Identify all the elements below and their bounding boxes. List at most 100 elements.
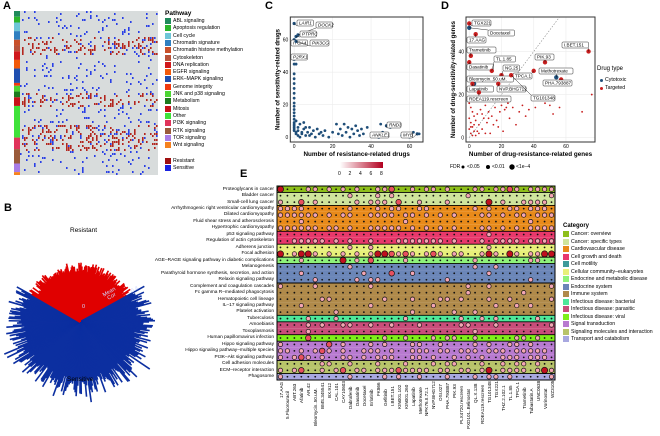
heatmap-cell (90, 53, 92, 55)
nonsig-dot (369, 188, 372, 191)
data-point (498, 110, 501, 113)
nonsig-dot (515, 233, 518, 236)
heatmap-cell (106, 165, 108, 167)
enrichment-dot (326, 225, 332, 231)
drug-column-label: Bleomycin..50.uM. (313, 388, 319, 427)
data-point (323, 129, 327, 133)
data-point (473, 123, 475, 126)
heatmap-cell (100, 109, 102, 111)
data-point (308, 125, 311, 129)
data-point (489, 132, 492, 135)
plot-border (276, 185, 556, 381)
heatmap-cell (148, 157, 150, 159)
enrichment-dot (403, 212, 409, 218)
nonsig-dot (439, 324, 442, 326)
heatmap-cell (146, 75, 148, 77)
nonsig-dot (404, 188, 407, 191)
nonsig-dot (328, 356, 331, 359)
nonsig-dot (356, 304, 358, 307)
nonsig-dot (446, 259, 449, 262)
heatmap-cell (90, 41, 92, 43)
data-point (552, 113, 554, 115)
heatmap-cell (148, 49, 150, 51)
enrichment-dot (535, 238, 541, 244)
nonsig-dot (390, 298, 393, 301)
pathway-row-label: Bladder cancer (241, 193, 274, 199)
label-box (315, 21, 333, 29)
nonsig-dot (501, 259, 504, 262)
enrichment-dot (284, 206, 290, 212)
heatmap-cell (40, 105, 42, 107)
enrichment-dot (326, 212, 332, 218)
enrichment-dot-strong (339, 256, 347, 264)
nonsig-dot (356, 291, 358, 294)
nonsig-dot (495, 259, 497, 262)
nonsig-dot (286, 375, 289, 378)
enrichment-dot (340, 322, 346, 328)
axis-tick-0: 0 (82, 304, 86, 310)
category-row-band (277, 360, 555, 368)
nonsig-dot (279, 311, 282, 313)
heatmap-cell (100, 133, 102, 135)
enrichment-dot (458, 367, 464, 373)
nonsig-dot (362, 304, 365, 307)
heatmap-cell (62, 77, 64, 79)
enrichment-dot (430, 354, 436, 360)
heatmap-cell (66, 27, 68, 29)
nonsig-dot (349, 259, 351, 262)
drug-column-label: 17.AAG (278, 382, 284, 399)
heatmap-cell (108, 135, 110, 137)
heatmap-cell (90, 73, 92, 75)
data-point (300, 130, 304, 134)
category-row-band (277, 354, 555, 361)
nonsig-dot (481, 220, 483, 223)
heatmap-cell (112, 137, 114, 139)
heatmap-cell (42, 41, 44, 43)
heatmap-cell (134, 147, 136, 149)
nonsig-dot (432, 375, 435, 378)
pathway-row-label: Dilated cardiomyopathy (223, 212, 274, 218)
heatmap-cell (82, 145, 84, 147)
heatmap-cell (134, 51, 136, 53)
heatmap-cell (40, 53, 42, 55)
nonsig-dot (362, 285, 365, 288)
legend-label: Targeted (605, 85, 626, 91)
heatmap-cell (54, 49, 56, 51)
category-legend-item: Cardiovascular disease (563, 246, 625, 252)
enrichment-dot (479, 225, 485, 231)
enrichment-dot-strong (485, 198, 493, 206)
nonsig-dot (362, 207, 365, 210)
enrichment-dot (312, 225, 318, 231)
heatmap-cell (24, 39, 26, 41)
heatmap-cell (70, 93, 72, 95)
pathway-swatch (165, 98, 171, 105)
heatmap-cell (58, 147, 60, 149)
heatmap-cell (64, 25, 66, 27)
heatmap-cell (40, 161, 42, 163)
nonsig-dot (425, 291, 428, 294)
heatmap-cell (134, 145, 136, 147)
enrichment-dot (368, 225, 374, 231)
heatmap-cell (86, 149, 88, 151)
enrichment-dot (493, 348, 499, 354)
heatmap-cell (72, 103, 74, 105)
enrichment-dot (514, 335, 520, 341)
heatmap-cell (88, 97, 90, 99)
nonsig-dot (432, 350, 435, 352)
nonsig-dot (356, 356, 358, 359)
nonsig-dot (467, 214, 470, 217)
heatmap-cell (44, 75, 46, 77)
enrichment-dot (535, 199, 541, 205)
category-swatch (563, 291, 569, 297)
nonsig-dot (439, 207, 442, 210)
enrichment-dot (388, 250, 395, 258)
nonsig-dot (550, 272, 553, 275)
category-legend-item: Infectious disease: parasitic (563, 306, 635, 312)
heatmap-cell (114, 19, 116, 21)
nonsig-dot (474, 285, 476, 288)
heatmap-cell (96, 139, 98, 141)
heatmap-cell (152, 95, 154, 97)
nonsig-dot (550, 330, 553, 333)
heatmap-cell (42, 95, 44, 97)
nonsig-dot (404, 272, 407, 275)
